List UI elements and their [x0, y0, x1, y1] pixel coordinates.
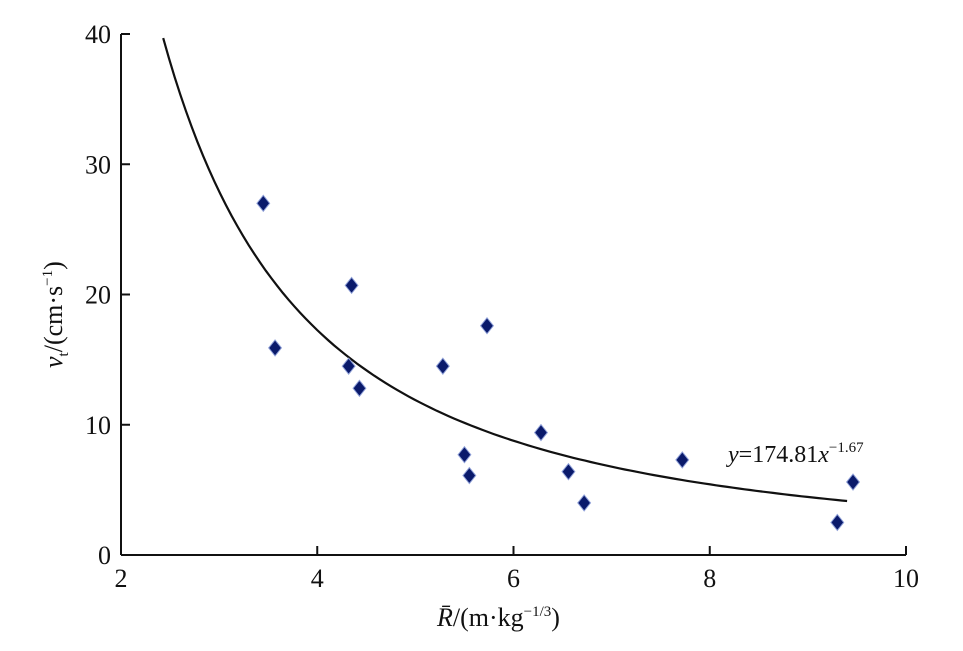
data-point	[457, 445, 472, 464]
y-tick-label: 30	[85, 150, 111, 179]
y-tick-label: 0	[98, 541, 111, 570]
fit-equation: y=174.81x−1.67	[726, 440, 864, 468]
tick-labels: 2 4 6 8 10 0 10 20 30 40	[85, 20, 919, 593]
x-tick-label: 2	[115, 564, 128, 593]
axes	[120, 34, 906, 556]
data-point	[533, 423, 549, 442]
data-point	[256, 194, 271, 213]
y-tick-label: 20	[85, 281, 111, 310]
data-point	[845, 473, 861, 491]
data-points	[256, 194, 861, 532]
fit-curve	[162, 37, 848, 503]
data-point	[675, 451, 690, 469]
y-tick-label: 10	[85, 411, 111, 440]
tick-marks	[120, 33, 907, 556]
data-point	[577, 494, 592, 512]
data-point	[341, 357, 356, 375]
x-tick-label: 4	[311, 564, 324, 593]
data-point	[462, 466, 477, 485]
y-axis-title: vt/(cm·s−1)	[39, 261, 72, 368]
data-point	[352, 379, 367, 398]
x-tick-label: 6	[507, 564, 520, 593]
x-tick-label: 8	[703, 564, 716, 593]
data-point	[561, 462, 576, 481]
data-point	[344, 276, 359, 295]
data-point	[268, 339, 283, 357]
y-tick-label: 40	[85, 20, 111, 49]
x-tick-label: 10	[893, 564, 919, 593]
x-axis-title: R̄/(m·kg−1/3)	[436, 603, 560, 632]
data-point	[479, 316, 495, 335]
data-point	[830, 513, 845, 532]
data-point	[435, 357, 450, 375]
